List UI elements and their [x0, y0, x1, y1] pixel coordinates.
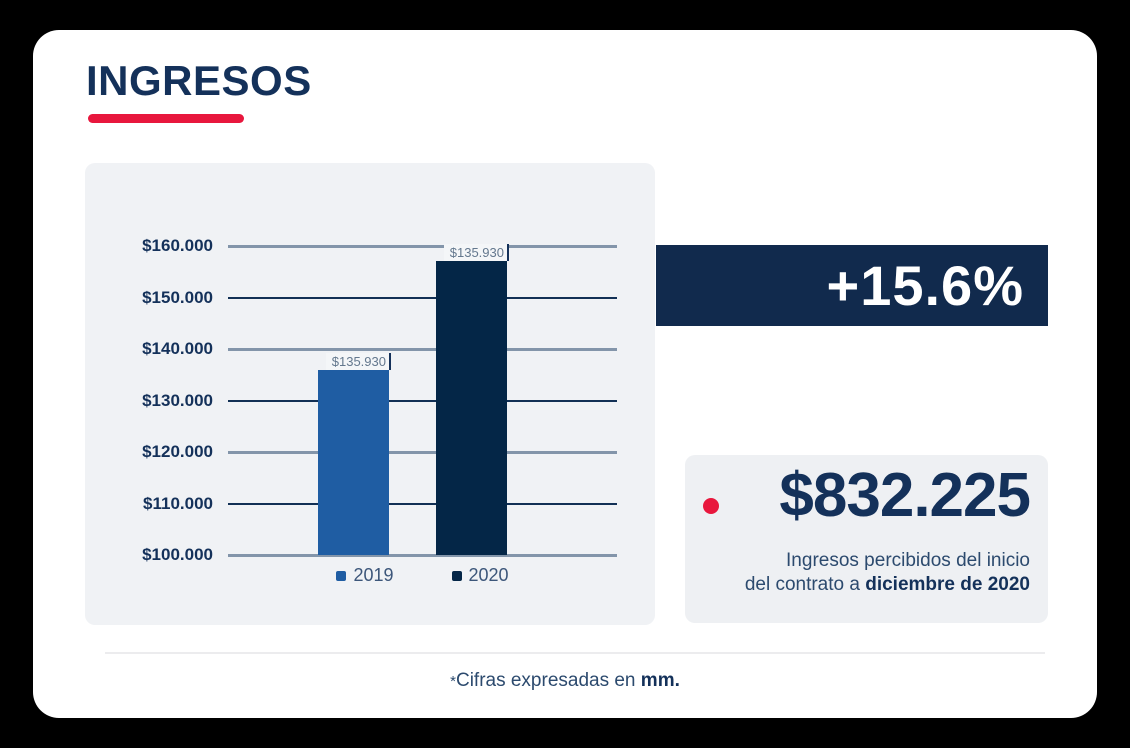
y-axis-tick: $140.000 — [142, 339, 213, 358]
legend-marker-2019-icon — [336, 570, 347, 581]
gridline — [228, 502, 617, 505]
footer-divider — [105, 652, 1045, 654]
page-title: INGRESOS — [86, 57, 312, 104]
y-axis-tick: $160.000 — [142, 236, 213, 255]
y-axis-tick: $150.000 — [142, 287, 213, 307]
legend-item-2020: 2020 — [451, 565, 509, 586]
summary-description: Ingresos percibidos del inicio del contr… — [745, 549, 1030, 598]
footnote-text: Cifras expresadas en — [455, 670, 641, 691]
y-axis-tick: $120.000 — [142, 442, 213, 461]
legend-label-2019: 2019 — [353, 565, 394, 585]
footnote-asterisk: * — [450, 673, 456, 690]
summary-description-line2-bold: diciembre de 2020 — [865, 574, 1030, 596]
gridline — [228, 399, 617, 402]
bar-2020: $135.930 — [436, 243, 509, 555]
legend-label-2020: 2020 — [468, 565, 509, 585]
red-bullet-icon — [703, 498, 719, 514]
summary-card: $832.225 Ingresos percibidos del inicio … — [685, 455, 1048, 623]
growth-badge: +15.6% — [656, 245, 1048, 326]
gridline — [228, 296, 617, 299]
footnote-bold: mm. — [640, 670, 680, 691]
y-axis-tick: $130.000 — [142, 390, 213, 410]
gridline-row: $100.000 — [133, 545, 617, 565]
chart-legend: 2019 2020 — [228, 565, 617, 586]
y-axis-tick: $110.000 — [143, 493, 213, 513]
summary-description-line1: Ingresos percibidos del inicio — [786, 550, 1030, 571]
bar-2019: $135.930 — [318, 352, 391, 555]
footer-note: *Cifras expresadas en mm. — [33, 670, 1097, 692]
content-card: INGRESOS $160.000 $150.000 $140.000 $130… — [33, 30, 1097, 718]
bar-label-2020: $135.930 — [443, 243, 509, 261]
plot-area: $135.930 $135.930 — [228, 243, 617, 555]
gridline-row: $140.000 — [133, 339, 617, 359]
gridline-row: $130.000 — [133, 391, 617, 411]
summary-description-line2-prefix: del contrato a — [744, 574, 866, 596]
gridline-row: $160.000 — [133, 236, 617, 256]
legend-item-2019: 2019 — [336, 565, 394, 586]
gridline — [228, 450, 617, 454]
bar-chart-panel: $160.000 $150.000 $140.000 $130.000 $120… — [85, 163, 655, 625]
bar-label-2019: $135.930 — [325, 352, 391, 370]
growth-percentage: +15.6% — [826, 254, 1024, 317]
title-underline-accent — [88, 114, 244, 123]
legend-marker-2020-icon — [451, 570, 462, 581]
gridline-row: $120.000 — [133, 442, 617, 462]
gridline-row: $110.000 — [133, 494, 617, 514]
gridline — [228, 347, 617, 351]
gridline — [228, 244, 617, 248]
gridline — [228, 553, 617, 557]
y-axis-tick: $100.000 — [142, 545, 213, 564]
total-amount: $832.225 — [779, 461, 1031, 530]
gridline-row: $150.000 — [133, 288, 617, 308]
